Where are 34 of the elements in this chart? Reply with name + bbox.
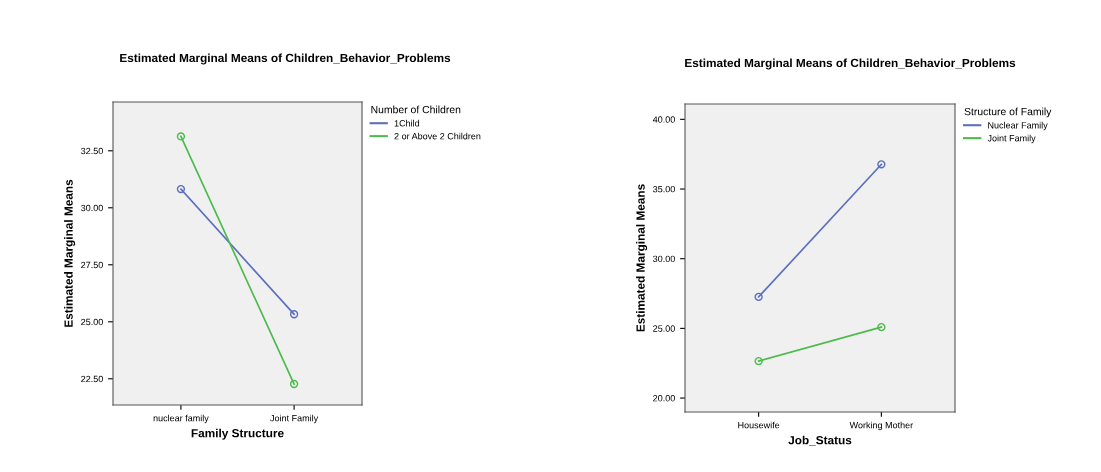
chart-title: Estimated Marginal Means of Children_Behavior_Problems (685, 58, 1016, 70)
point (754, 292, 763, 302)
point (289, 310, 299, 319)
y-tick-label: 27.50 (81, 261, 103, 269)
point (754, 356, 763, 366)
chart-title: Estimated Marginal Means of Children_Behavior_Problems (120, 53, 451, 65)
y-tick-label: 30.00 (653, 255, 675, 263)
legend-title: Structure of Family (964, 107, 1052, 118)
point (176, 184, 186, 194)
y-axis-title: Estimated Marginal Means (64, 179, 76, 327)
legend-title: Number of Children (371, 105, 461, 114)
y-tick-label: 30.00 (81, 204, 103, 212)
y-tick-label: 35.00 (653, 185, 675, 193)
y-tick-label: 20.00 (653, 395, 675, 402)
x-axis-title: Family Structure (191, 428, 284, 440)
y-tick-label: 22.50 (81, 375, 103, 383)
legend-label: 2 or Above 2 Children (394, 132, 481, 140)
x-tick-label: Joint Family (270, 414, 319, 424)
x-axis-title: Job_Status (788, 435, 852, 446)
x-tick-label: Housewife (738, 421, 780, 429)
y-tick-label: 25.00 (653, 325, 675, 332)
y-axis-title: Estimated Marginal Means (636, 184, 648, 332)
y-tick-label: 32.50 (81, 147, 103, 155)
point (877, 160, 886, 169)
x-tick-label: Working Mother (849, 421, 913, 431)
legend-label: 1Child (394, 119, 420, 127)
x-tick-label: nuclear family (153, 414, 209, 424)
point (289, 379, 299, 389)
legend-label: Nuclear Family (988, 121, 1048, 131)
point (877, 322, 886, 332)
point (176, 132, 186, 141)
legend-label: Joint Family (987, 134, 1036, 144)
y-tick-label: 25.00 (81, 318, 103, 326)
y-tick-label: 40.00 (652, 116, 675, 123)
